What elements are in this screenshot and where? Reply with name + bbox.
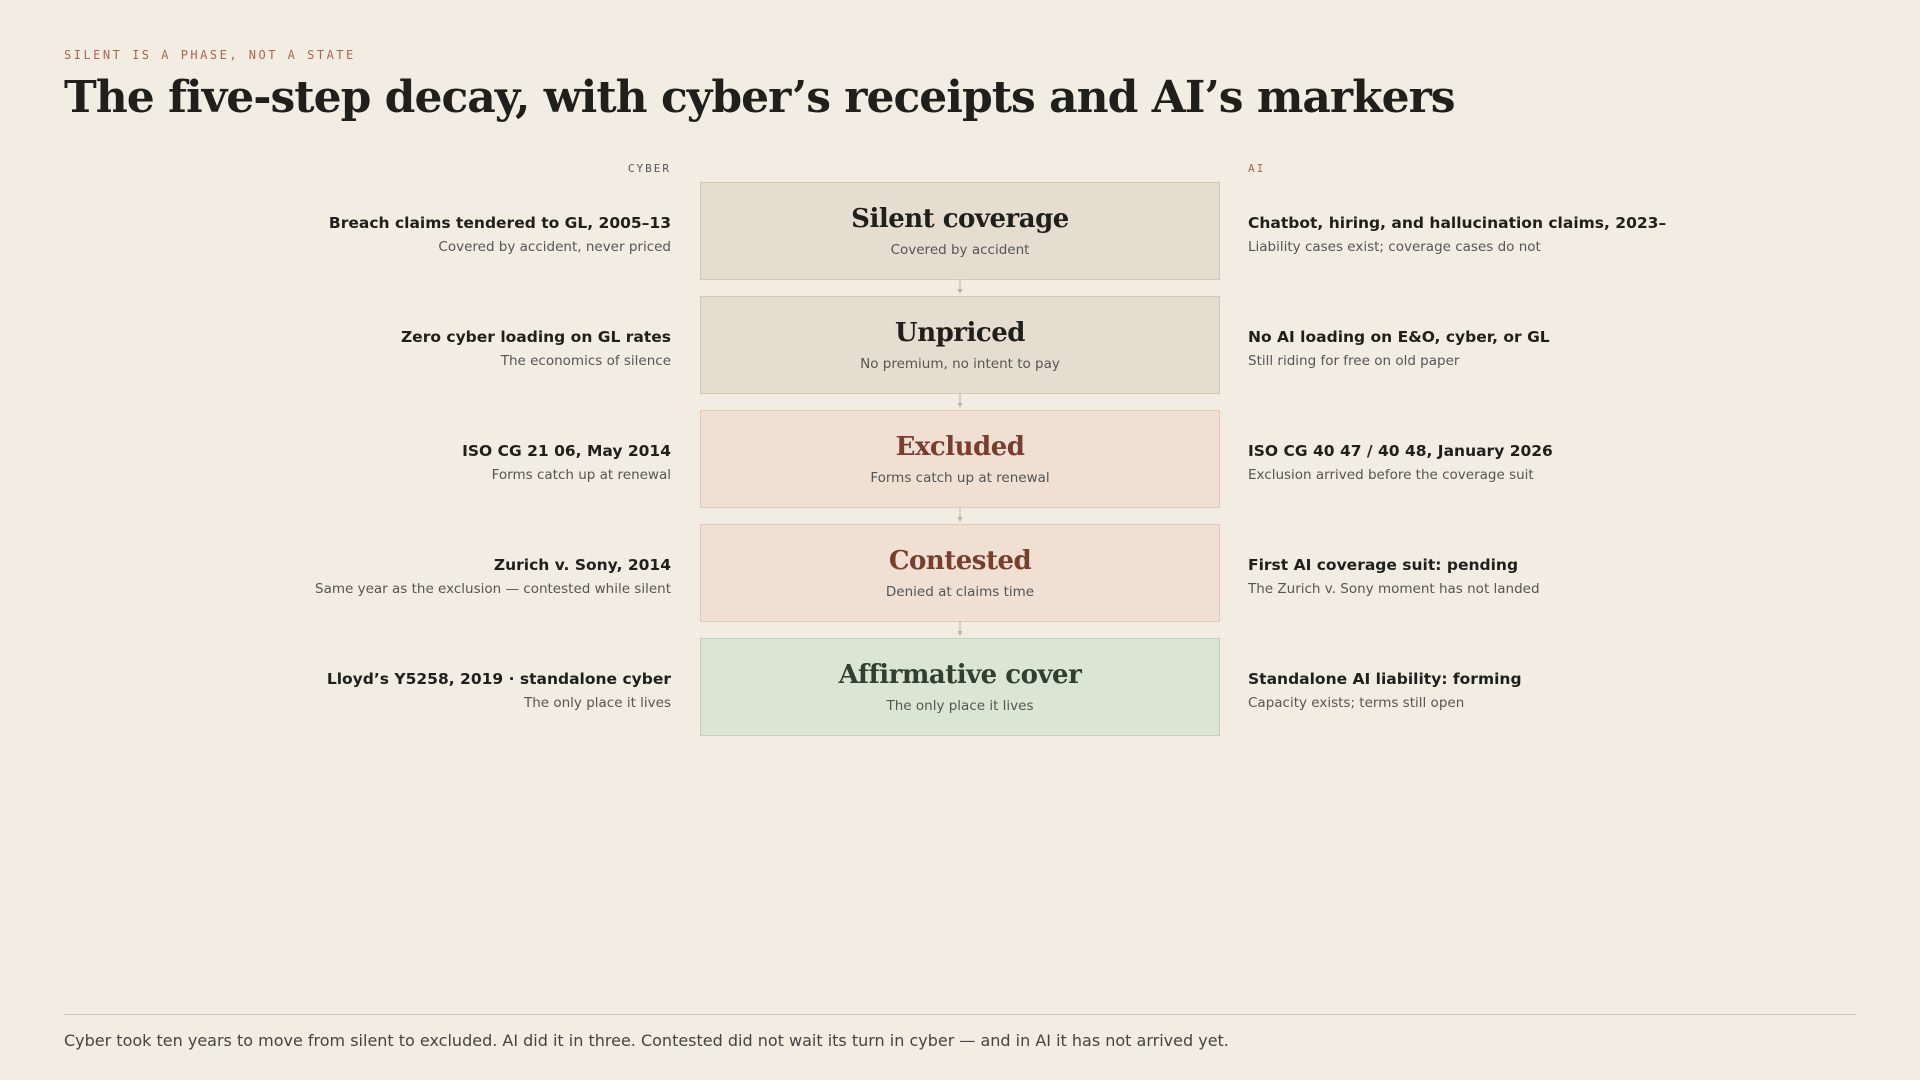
cyber-marker: Zurich v. Sony, 2014 Same year as the exc… [315,524,671,622]
eyebrow: SILENT IS A PHASE, NOT A STATE [64,48,356,62]
step-title: Excluded [895,432,1025,462]
step-title: Silent coverage [851,204,1069,234]
connector-arrow [957,621,963,638]
column-label: CYBER [627,162,671,175]
marker-title: Lloyd’s Y5258, 2019 · standalone cyber [326,669,671,688]
step-subtitle: The only place it lives [886,698,1034,714]
step-subtitle: Forms catch up at renewal [870,470,1050,486]
marker-note: Forms catch up at renewal [491,466,671,483]
connector-arrow [957,507,963,524]
arrow-icon [957,507,963,522]
marker-title: ISO CG 40 47 / 40 48, January 2026 [1248,441,1553,460]
connector-arrow [957,279,963,296]
marker-note: Still riding for free on old paper [1248,352,1460,369]
marker-title: ISO CG 21 06, May 2014 [462,441,671,460]
step-title: Contested [888,546,1032,576]
cyber-marker: Breach claims tendered to GL, 2005–13 Cov… [329,182,671,280]
divider [64,1014,1856,1015]
step-box: Silent coverage Covered by accident [700,182,1220,280]
arrow-icon [957,279,963,294]
marker-title: Zurich v. Sony, 2014 [493,555,671,574]
marker-title: Standalone AI liability: forming [1248,669,1522,688]
marker-note: The economics of silence [500,352,671,369]
cyber-marker: Zero cyber loading on GL rates The econom… [401,296,671,394]
step-box: Excluded Forms catch up at renewal [700,410,1220,508]
arrow-icon [957,621,963,636]
ai-marker: First AI coverage suit: pending The Zuric… [1248,524,1540,622]
marker-title: Chatbot, hiring, and hallucination claim… [1248,213,1667,232]
marker-title: First AI coverage suit: pending [1248,555,1519,574]
marker-note: Same year as the exclusion — contested w… [315,580,671,597]
step-box: Contested Denied at claims time [700,524,1220,622]
cyber-marker: Lloyd’s Y5258, 2019 · standalone cyber Th… [327,638,671,736]
marker-note: Capacity exists; terms still open [1248,694,1465,711]
step-subtitle: No premium, no intent to pay [860,356,1060,372]
marker-note: Liability cases exist; coverage cases do… [1248,238,1541,255]
marker-title: Breach claims tendered to GL, 2005–13 [328,213,671,232]
marker-title: Zero cyber loading on GL rates [400,327,671,346]
ai-marker: No AI loading on E&O, cyber, or GL Still … [1248,296,1550,394]
ai-marker: ISO CG 40 47 / 40 48, January 2026 Exclus… [1248,410,1553,508]
marker-note: The only place it lives [523,694,671,711]
marker-title: No AI loading on E&O, cyber, or GL [1248,327,1550,346]
marker-note: Exclusion arrived before the coverage su… [1248,466,1534,483]
connector-arrow [957,393,963,410]
marker-note: The Zurich v. Sony moment has not landed [1248,580,1540,597]
step-title: Affirmative cover [838,660,1082,690]
footer: Cyber took ten years to move from silent… [64,1031,1229,1050]
step-title: Unpriced [895,318,1025,348]
ai-marker: Chatbot, hiring, and hallucination claim… [1248,182,1666,280]
cyber-marker: ISO CG 21 06, May 2014 Forms catch up at … [462,410,671,508]
marker-note: Covered by accident, never priced [438,238,671,255]
step-box: Unpriced No premium, no intent to pay [700,296,1220,394]
arrow-icon [957,393,963,408]
step-subtitle: Covered by accident [890,242,1030,258]
column-label: AI [1248,162,1266,175]
ai-marker: Standalone AI liability: forming Capacity… [1248,638,1522,736]
title: The five-step decay, with cyber’s receip… [64,72,1456,123]
step-box: Affirmative cover The only place it lives [700,638,1220,736]
step-subtitle: Denied at claims time [885,584,1035,600]
